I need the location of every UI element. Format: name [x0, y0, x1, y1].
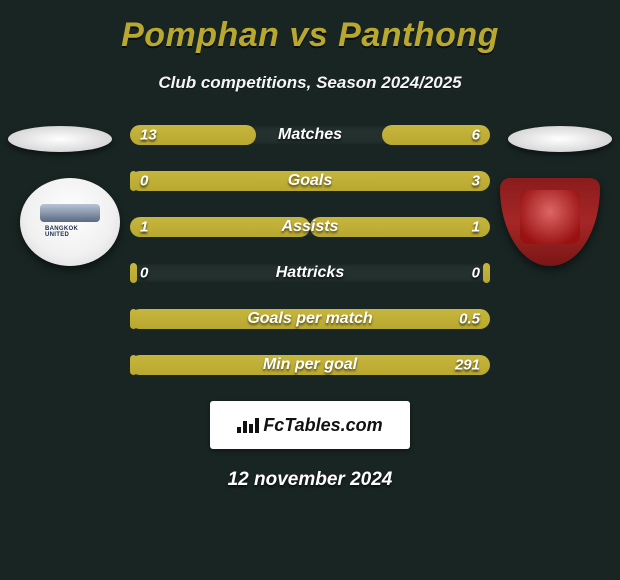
page-title: Pomphan vs Panthong: [0, 0, 620, 55]
stat-row: 00Hattricks: [130, 263, 490, 283]
badge-right-crest-icon: [520, 190, 580, 244]
badge-left-wing-icon: [40, 204, 100, 222]
stat-label: Matches: [130, 126, 490, 144]
stat-row: 03Goals: [130, 171, 490, 191]
stats-container: 136Matches 03Goals 11Assists 00Hattricks 0.5…: [130, 125, 490, 375]
player-silhouette-left: [8, 126, 112, 152]
badge-left-text: BANGKOK UNITED: [45, 226, 95, 238]
stat-label: Min per goal: [130, 356, 490, 374]
branding-banner: FcTables.com: [210, 401, 410, 449]
stat-row: 0.5Goals per match: [130, 309, 490, 329]
stat-label: Hattricks: [130, 264, 490, 282]
stat-row: 11Assists: [130, 217, 490, 237]
stat-row: 136Matches: [130, 125, 490, 145]
branding-text: FcTables.com: [263, 415, 382, 436]
date-text: 12 november 2024: [0, 469, 620, 491]
stat-row: 291Min per goal: [130, 355, 490, 375]
club-badge-left: BANGKOK UNITED: [20, 178, 120, 266]
stat-label: Goals: [130, 172, 490, 190]
stat-label: Assists: [130, 218, 490, 236]
bars-icon: [237, 418, 259, 433]
club-badge-right: [500, 178, 600, 266]
stat-label: Goals per match: [130, 310, 490, 328]
page-subtitle: Club competitions, Season 2024/2025: [0, 73, 620, 93]
player-silhouette-right: [508, 126, 612, 152]
